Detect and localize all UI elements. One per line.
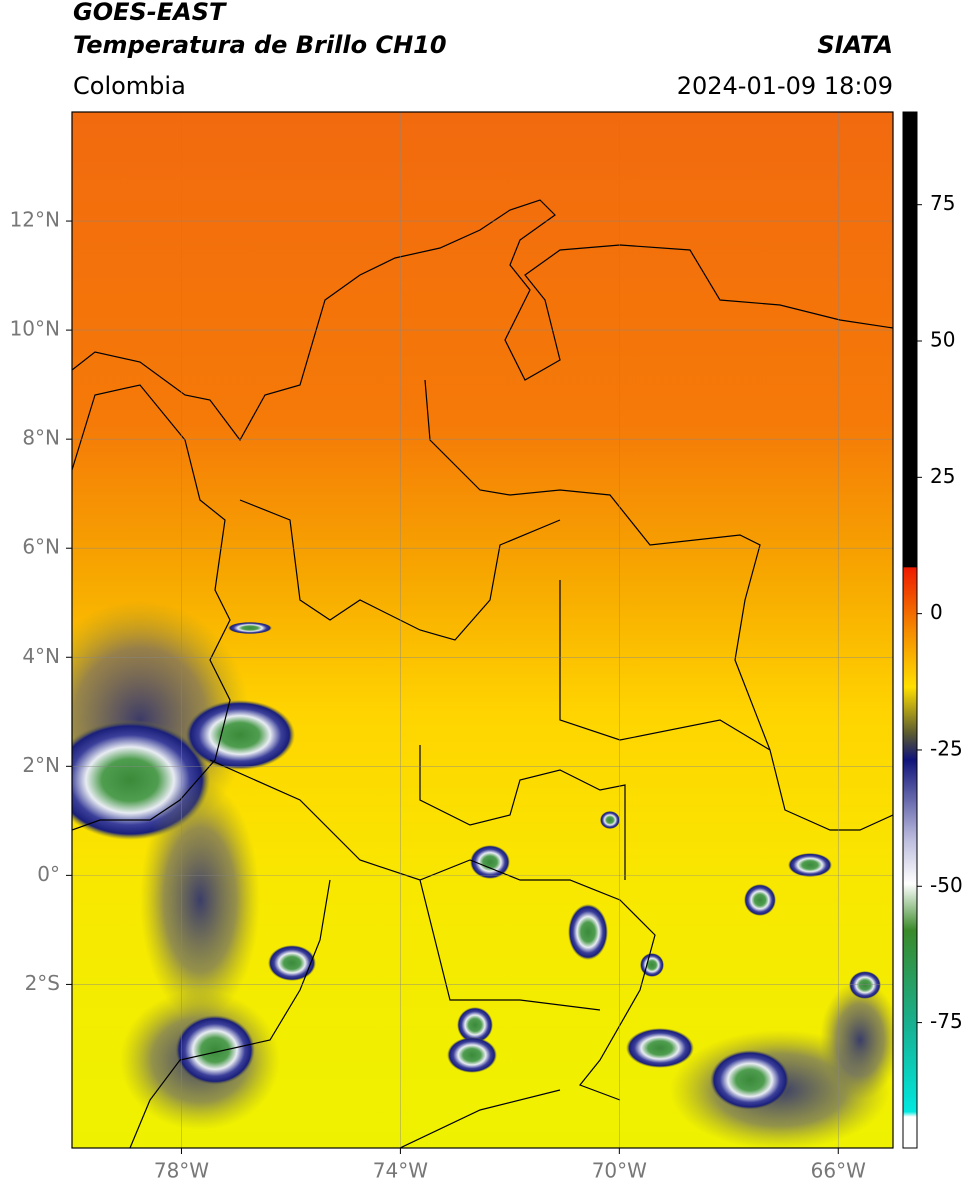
colorbar <box>902 111 918 1149</box>
x-tick-label: 74°W <box>373 1159 428 1183</box>
colorbar-tick-label: -25 <box>930 736 963 760</box>
title: GOES-EAST <box>73 0 227 26</box>
colorbar-tick-label: 75 <box>930 191 955 215</box>
map-frame <box>71 111 894 1149</box>
datetime: 2024-01-09 18:09 <box>677 72 893 100</box>
y-tick-label: 6°N <box>22 535 60 559</box>
grid <box>72 112 893 1148</box>
y-tick-label: 2°S <box>25 971 60 995</box>
colorbar-tick-label: 50 <box>930 328 955 352</box>
y-tick-label: 2°N <box>22 753 60 777</box>
y-tick-label: 8°N <box>22 426 60 450</box>
source: SIATA <box>817 31 893 59</box>
y-tick-label: 0° <box>37 862 60 886</box>
y-tick-label: 10°N <box>10 317 60 341</box>
region: Colombia <box>73 72 186 100</box>
colorbar-tick-label: -75 <box>930 1009 963 1033</box>
map-image <box>72 112 893 1148</box>
x-tick-label: 70°W <box>592 1159 647 1183</box>
y-tick-label: 4°N <box>22 644 60 668</box>
subtitle: Temperatura de Brillo CH10 <box>73 31 447 59</box>
colorbar-tick-label: 25 <box>930 464 955 488</box>
colorbar-tick-label: -50 <box>930 873 963 897</box>
y-tick-label: 12°N <box>10 208 60 232</box>
colorbar-tick-label: 0 <box>930 600 943 624</box>
x-tick-label: 66°W <box>811 1159 866 1183</box>
x-tick-label: 78°W <box>154 1159 209 1183</box>
